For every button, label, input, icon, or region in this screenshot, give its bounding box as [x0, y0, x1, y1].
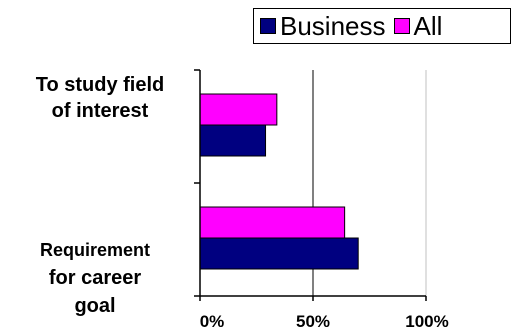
category-label-career-line-2: for career	[48, 267, 142, 289]
legend-label-all: All	[413, 10, 443, 41]
legend-item-all: All	[393, 10, 443, 42]
x-tick-label-0: 0%	[199, 312, 225, 331]
x-tick-label-50: 50%	[295, 312, 331, 331]
category-label-career-line-3: goal	[74, 295, 116, 317]
category-label-study: To study field of interest	[0, 72, 200, 124]
category-label-study-line-2: of interest	[51, 100, 149, 122]
category-label-career-line-1: Requirement	[39, 240, 151, 260]
bar-business-0	[199, 124, 267, 157]
axes	[194, 69, 427, 301]
bar-all-0	[199, 93, 278, 126]
bars	[199, 93, 359, 270]
bar-business-1	[199, 237, 359, 270]
legend-swatch-business	[260, 18, 276, 34]
category-label-career: Requirement for career goal	[0, 236, 190, 320]
x-tick-label-100: 100%	[405, 312, 449, 331]
legend-swatch-all	[393, 18, 410, 34]
legend: Business All	[253, 8, 511, 44]
bar-all-1	[199, 206, 346, 239]
legend-item-business: Business	[260, 11, 386, 42]
category-label-study-line-1: To study field	[35, 74, 165, 96]
legend-label-business: Business	[280, 10, 386, 41]
